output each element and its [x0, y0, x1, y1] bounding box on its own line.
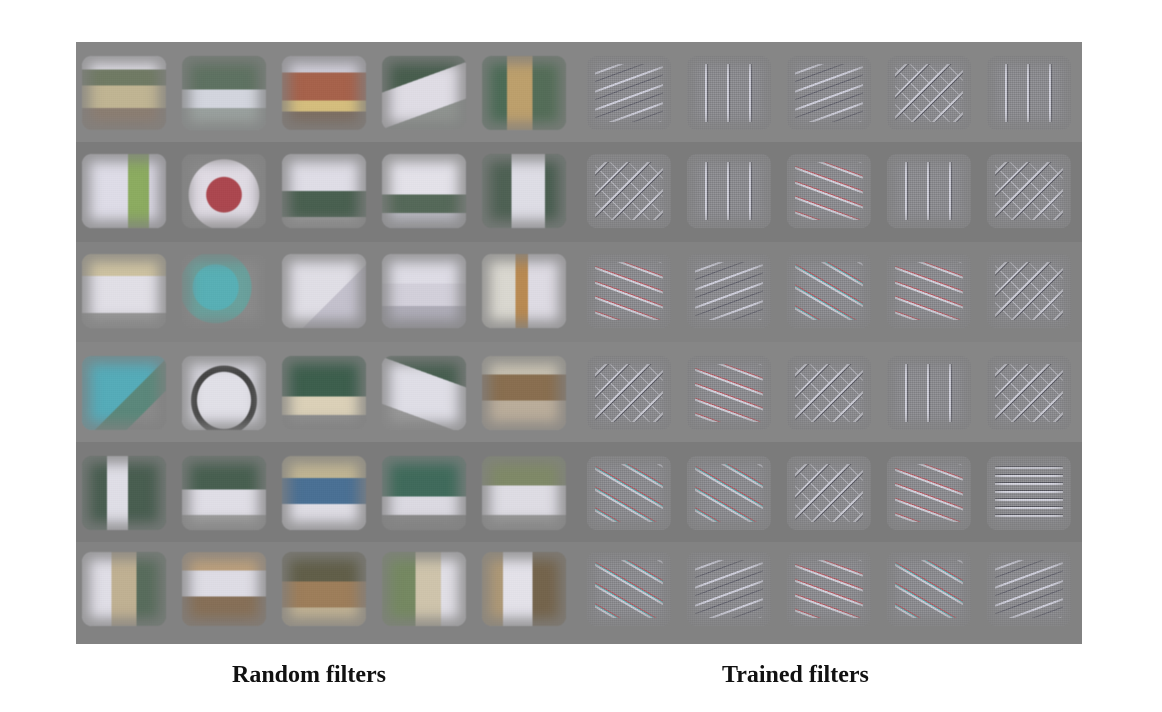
random-tile [82, 456, 166, 530]
trained-tile [587, 552, 671, 626]
random-tile [382, 356, 466, 430]
random-row-4 [76, 342, 579, 442]
trained-tile [787, 154, 871, 228]
trained-tile [787, 456, 871, 530]
random-tile [382, 56, 466, 130]
trained-tile [687, 552, 771, 626]
random-tile [182, 154, 266, 228]
trained-tile [887, 356, 971, 430]
trained-tile [887, 552, 971, 626]
random-row-5 [76, 442, 579, 542]
random-row-3 [76, 242, 579, 342]
random-tile [282, 552, 366, 626]
random-filters-caption: Random filters [232, 662, 386, 688]
random-filters-panel [76, 42, 579, 644]
trained-tile [887, 154, 971, 228]
random-tile [282, 356, 366, 430]
random-tile [482, 154, 566, 228]
random-tile [282, 254, 366, 328]
trained-tile [987, 356, 1071, 430]
trained-tile [887, 456, 971, 530]
trained-tile [987, 56, 1071, 130]
random-tile [82, 56, 166, 130]
random-tile [282, 56, 366, 130]
random-tile [182, 456, 266, 530]
trained-tile [987, 552, 1071, 626]
random-row-6 [76, 542, 579, 644]
random-tile [382, 154, 466, 228]
trained-tile [587, 254, 671, 328]
random-row-1 [76, 42, 579, 142]
trained-row-3 [579, 242, 1082, 342]
random-tile [182, 552, 266, 626]
random-tile [382, 552, 466, 626]
trained-row-6 [579, 542, 1082, 644]
trained-tile [887, 56, 971, 130]
trained-row-4 [579, 342, 1082, 442]
random-tile [182, 56, 266, 130]
random-row-2 [76, 142, 579, 242]
trained-tile [787, 254, 871, 328]
random-tile [82, 154, 166, 228]
trained-tile [787, 552, 871, 626]
trained-tile [687, 254, 771, 328]
trained-row-2 [579, 142, 1082, 242]
random-tile [482, 254, 566, 328]
random-tile [482, 552, 566, 626]
trained-filters-caption: Trained filters [722, 662, 869, 688]
random-tile [382, 254, 466, 328]
trained-tile [587, 56, 671, 130]
figure-grid [76, 42, 1082, 644]
random-tile [82, 254, 166, 328]
random-tile [482, 56, 566, 130]
trained-tile [587, 456, 671, 530]
trained-tile [687, 154, 771, 228]
random-tile [482, 356, 566, 430]
trained-tile [687, 456, 771, 530]
random-tile [82, 552, 166, 626]
trained-filters-panel [579, 42, 1082, 644]
trained-tile [987, 456, 1071, 530]
random-tile [282, 154, 366, 228]
random-tile [482, 456, 566, 530]
trained-tile [687, 56, 771, 130]
trained-tile [787, 356, 871, 430]
trained-row-5 [579, 442, 1082, 542]
trained-tile [587, 356, 671, 430]
random-tile [182, 356, 266, 430]
trained-tile [587, 154, 671, 228]
random-tile [282, 456, 366, 530]
trained-tile [987, 154, 1071, 228]
random-tile [82, 356, 166, 430]
trained-tile [787, 56, 871, 130]
trained-tile [687, 356, 771, 430]
random-tile [182, 254, 266, 328]
trained-row-1 [579, 42, 1082, 142]
random-tile [382, 456, 466, 530]
trained-tile [987, 254, 1071, 328]
trained-tile [887, 254, 971, 328]
